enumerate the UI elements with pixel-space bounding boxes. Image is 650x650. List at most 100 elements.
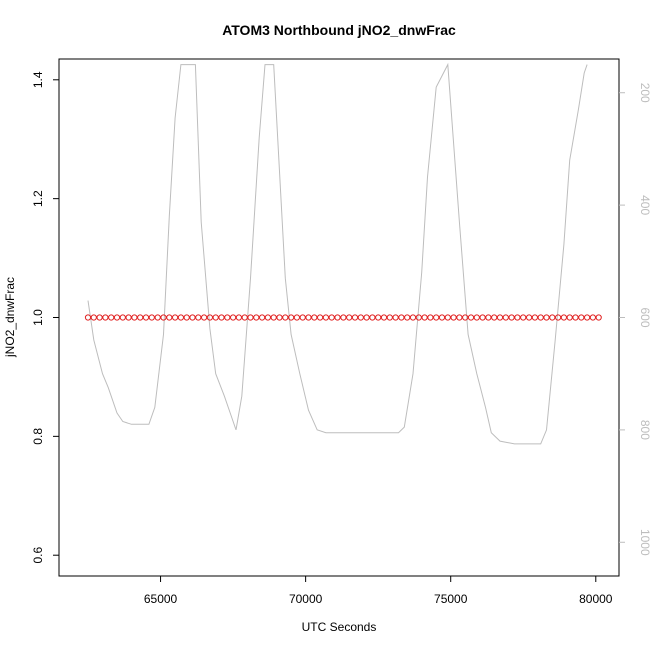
- data-point: [508, 314, 515, 321]
- data-point: [392, 314, 399, 321]
- data-point: [299, 314, 306, 321]
- y2-tick-label: 1000: [638, 529, 650, 556]
- data-point: [90, 314, 97, 321]
- data-point: [305, 314, 312, 321]
- data-point: [253, 314, 260, 321]
- data-point: [276, 314, 283, 321]
- data-point: [398, 314, 405, 321]
- data-point: [526, 314, 533, 321]
- data-point: [166, 314, 173, 321]
- data-point: [241, 314, 248, 321]
- data-point: [520, 314, 527, 321]
- data-point: [357, 314, 364, 321]
- data-point: [340, 314, 347, 321]
- data-point: [259, 314, 266, 321]
- data-point: [235, 314, 242, 321]
- data-point: [584, 314, 591, 321]
- data-point: [450, 314, 457, 321]
- data-point: [514, 314, 521, 321]
- data-point: [363, 314, 370, 321]
- data-point: [485, 314, 492, 321]
- data-point: [549, 314, 556, 321]
- data-point: [201, 314, 208, 321]
- secondary-series-line: [87, 62, 588, 445]
- data-point: [195, 314, 202, 321]
- data-point: [572, 314, 579, 321]
- data-point: [479, 314, 486, 321]
- y2-tick-label: 600: [638, 307, 650, 327]
- data-point: [438, 314, 446, 321]
- data-point: [288, 314, 295, 321]
- data-point: [578, 314, 585, 321]
- data-point: [589, 314, 597, 321]
- y-tick-label: 0.8: [31, 428, 45, 445]
- data-point: [433, 314, 440, 321]
- data-point: [311, 314, 318, 321]
- data-point: [293, 314, 300, 321]
- data-point: [555, 314, 562, 321]
- data-point: [346, 314, 353, 321]
- data-point: [334, 314, 341, 321]
- data-point: [212, 314, 219, 321]
- data-point: [317, 314, 324, 321]
- data-point: [404, 314, 411, 321]
- data-point: [462, 314, 469, 321]
- y2-tick-label: 200: [638, 83, 650, 103]
- data-point: [224, 314, 231, 321]
- data-point: [142, 314, 150, 321]
- data-point: [491, 314, 498, 321]
- x-tick-label: 75000: [434, 592, 468, 606]
- points-layer: [84, 314, 602, 321]
- data-point: [543, 314, 550, 321]
- x-tick-label: 65000: [144, 592, 178, 606]
- x-tick-label: 70000: [289, 592, 323, 606]
- data-point: [531, 314, 539, 321]
- data-point: [102, 314, 109, 321]
- data-point: [427, 314, 434, 321]
- data-point: [502, 314, 509, 321]
- data-point: [496, 314, 504, 321]
- y-tick-label: 0.6: [31, 547, 45, 564]
- data-point: [125, 314, 132, 321]
- y2-axis: 200 400 600 800 1000: [619, 83, 650, 556]
- data-point: [595, 314, 602, 321]
- y-tick-label: 1.0: [31, 309, 45, 326]
- data-point: [560, 314, 568, 321]
- x-axis-label: UTC Seconds: [302, 620, 377, 634]
- data-point: [380, 314, 388, 321]
- data-point: [444, 314, 451, 321]
- data-point: [386, 314, 393, 321]
- data-point: [160, 314, 167, 321]
- data-point: [131, 314, 138, 321]
- y2-tick-label: 800: [638, 420, 650, 440]
- data-point: [84, 314, 92, 321]
- data-point: [467, 314, 475, 321]
- data-point: [282, 314, 289, 321]
- chart-title: ATOM3 Northbound jNO2_dnwFrac: [222, 22, 456, 38]
- y-tick-label: 1.2: [31, 190, 45, 207]
- data-point: [247, 314, 254, 321]
- data-point: [148, 314, 155, 321]
- data-point: [322, 314, 329, 321]
- y-tick-label: 1.4: [31, 71, 45, 88]
- x-axis: 65000 70000 75000 80000: [144, 576, 613, 606]
- data-point: [230, 314, 237, 321]
- data-point: [351, 314, 359, 321]
- data-point: [119, 314, 126, 321]
- data-point: [537, 314, 544, 321]
- data-point: [369, 314, 376, 321]
- data-point: [113, 314, 121, 321]
- y-axis-label: jNO2_dnwFrac: [3, 277, 17, 358]
- data-point: [96, 314, 103, 321]
- data-point: [183, 314, 190, 321]
- data-point: [206, 314, 213, 321]
- data-point: [218, 314, 225, 321]
- secondary-line-layer: [87, 62, 588, 445]
- data-point: [415, 314, 422, 321]
- data-point: [375, 314, 382, 321]
- data-point: [172, 314, 179, 321]
- data-point: [137, 314, 144, 321]
- data-point: [264, 314, 271, 321]
- data-point: [154, 314, 161, 321]
- data-point: [328, 314, 335, 321]
